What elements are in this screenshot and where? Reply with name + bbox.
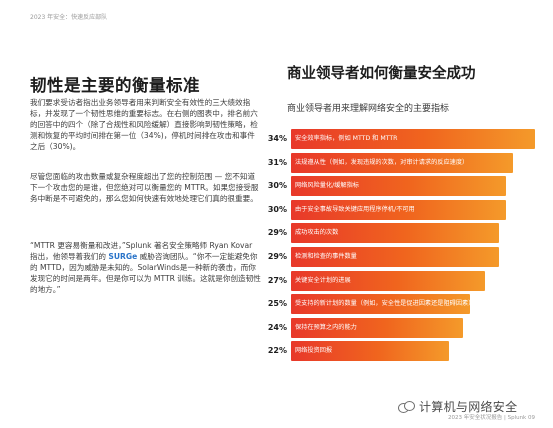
wechat-icon [398,400,415,413]
chart-row: 29% 成功攻击的次数 [255,223,535,244]
intro-paragraph: 我们要求受访者指出业务领导者用来判断安全有效性的三大绩效指标，并发现了一个韧性思… [30,98,258,151]
footer-brand-name: 计算机与网络安全 [419,400,518,414]
bar-category-label: 保持在预算之内的能力 [295,323,357,331]
bar-category-label: 安全效率指标，例如 MTTD 和 MTTR [295,135,398,142]
chart-row: 29% 检测和检查的事件数量 [255,247,535,267]
bar-category-label: 关键安全计划的进展 [295,276,351,284]
bar-category-label: 法规遵从性（例如，发现违规的次数，对审计请求的反应速度） [295,158,469,166]
bar [291,341,449,362]
bar-value-label: 34% [267,134,287,143]
metrics-bar-chart: 34% 安全效率指标，例如 MTTD 和 MTTR 31% 法规遵从性（例如，发现违规… [255,126,535,376]
quote-paragraph: “MTTR 更容易衡量和改进，”Splunk 著名安全策略师 Ryan Kova… [30,240,262,295]
bar-value-label: 29% [267,252,287,261]
chart-row: 22% 网络投资回报 [255,341,535,362]
chart-row: 34% 安全效率指标，例如 MTTD 和 MTTR [255,129,535,149]
chart-title: 商业领导者如何衡量安全成功 [287,66,476,82]
bar-category-label: 由于安全事故导致关键应用程序停机/不可用 [295,205,415,213]
bar [291,294,471,315]
bar [291,152,514,173]
footer-brand: 计算机与网络安全 [398,398,517,415]
chart-row: 31% 法规遵从性（例如，发现违规的次数，对审计请求的反应速度） [255,152,535,173]
left-section-title: 韧性是主要的衡量标准 [30,76,200,95]
bar-value-label: 25% [267,299,287,309]
surge-brand: SURGe [108,252,138,261]
bar-category-label: 检测和检查的事件数量 [295,253,357,260]
chart-row: 25% 受支持的新计划的数量（例如，安全性是促进因素还是阻碍因素） [255,294,535,315]
bar-value-label: 24% [267,322,287,332]
bar-value-label: 30% [267,204,287,214]
bar [291,317,464,338]
bar [291,270,485,291]
header-label: 2023 年安全：快速反应部队 [30,14,108,21]
chart-row: 30% 网络风险量化/缓解指标 [255,176,535,197]
mttr-paragraph: 尽管您面临的攻击数量或复杂程度超出了您的控制范围 — 您不知道下一个攻击您的是谁… [30,172,259,203]
bar [291,199,507,220]
chart-subtitle: 商业领导者用来理解网络安全的主要指标 [287,104,450,114]
bar-category-label: 成功攻击的次数 [295,229,339,237]
bar [291,223,500,244]
quote-text-part1: “MTTR 更容易衡量和改进，”Splunk 著名安全策略师 Ryan Kova… [30,241,253,261]
bar-value-label: 31% [267,157,287,167]
bar-value-label: 27% [267,275,287,285]
bar [291,176,507,197]
bar-category-label: 网络投资回报 [295,347,333,355]
footer-page-note: 2023 年安全状况报告 | Splunk 09 [447,415,535,421]
bar-value-label: 30% [267,181,287,191]
bar-category-label: 网络风险量化/缓解指标 [295,182,359,190]
bar [291,247,500,267]
bar-value-label: 29% [267,228,287,238]
chart-row: 27% 关键安全计划的进展 [255,270,535,291]
quote-text-part2: 威胁咨询团队。“你不一定能避免你的 MTTD，因为威胁是未知的。SolarWin… [30,252,261,294]
bar-category-label: 受支持的新计划的数量（例如，安全性是促进因素还是阻碍因素） [295,300,475,308]
chart-row: 24% 保持在预算之内的能力 [255,317,535,338]
bar-value-label: 22% [267,346,287,356]
bar [291,129,535,149]
chart-row: 30% 由于安全事故导致关键应用程序停机/不可用 [255,199,535,220]
